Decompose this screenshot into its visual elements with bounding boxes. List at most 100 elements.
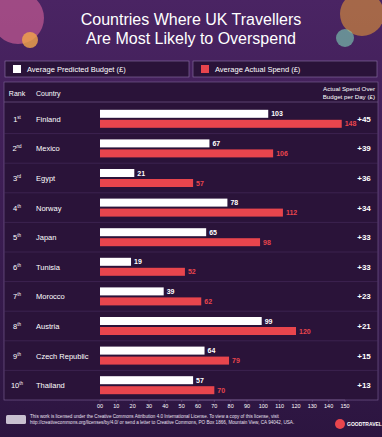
header-country: Country	[36, 90, 61, 98]
data-label: 57	[196, 180, 204, 187]
rank: 2nd	[12, 144, 22, 153]
rank-suffix: th	[19, 381, 23, 386]
data-label: 64	[208, 347, 216, 354]
overspend-label: +15	[357, 352, 371, 361]
row-separator	[4, 222, 378, 223]
bar	[100, 110, 268, 118]
bar	[100, 268, 185, 276]
row-separator	[4, 311, 378, 312]
bar	[100, 209, 283, 217]
overspend-label: +13	[357, 381, 371, 390]
category-label: Japan	[36, 233, 56, 242]
row-separator	[4, 192, 378, 193]
rank: 9th	[13, 352, 21, 361]
row-separator	[4, 340, 378, 341]
tick-mark	[149, 400, 150, 402]
overspend-label: +39	[357, 144, 371, 153]
header-overspend: Budget per Day (£)	[323, 93, 375, 100]
bar	[100, 347, 205, 355]
tick-label: 50	[179, 403, 185, 409]
data-label: 120	[299, 328, 311, 335]
bar	[100, 120, 342, 128]
bar	[100, 238, 260, 246]
data-label: 106	[276, 150, 288, 157]
header-line	[4, 102, 378, 103]
rank-suffix: th	[17, 204, 21, 209]
category-label: Morocco	[36, 292, 65, 301]
row-separator	[4, 370, 378, 371]
tick-mark	[312, 400, 313, 402]
tick-mark	[116, 400, 117, 402]
rank: 8th	[13, 322, 21, 331]
tick-mark	[181, 400, 182, 402]
row-separator	[4, 133, 378, 134]
category-label: Thailand	[36, 381, 65, 390]
data-label: 98	[263, 239, 271, 246]
data-label: 67	[212, 140, 220, 147]
legend-box	[193, 61, 377, 77]
legend-entry: Average Actual Spend (£)	[193, 61, 377, 77]
bars	[100, 110, 342, 394]
tick-mark	[345, 400, 346, 402]
tick-label: 10	[113, 403, 119, 409]
data-label: 57	[196, 377, 204, 384]
bar	[100, 327, 296, 335]
category-label: Finland	[36, 115, 61, 124]
chart: Average Predicted Budget (£) Average Actu…	[0, 0, 382, 437]
data-label: 103	[271, 110, 283, 117]
rank-suffix: th	[17, 263, 21, 268]
data-label: 99	[265, 318, 273, 325]
tick-label: 70	[211, 403, 217, 409]
decoration	[336, 29, 354, 47]
rank: 10th	[11, 381, 24, 390]
tick-label: 150	[340, 403, 349, 409]
tick-mark	[247, 400, 248, 402]
rank: 6th	[13, 263, 21, 272]
tick-label: 120	[291, 403, 300, 409]
category-label: Austria	[36, 322, 60, 331]
overspend-label: +23	[357, 292, 371, 301]
legend-label: Average Predicted Budget (£)	[27, 65, 126, 74]
rank: 1st	[13, 115, 21, 124]
rank-suffix: th	[17, 322, 21, 327]
overspend-label: +34	[357, 204, 371, 213]
header-overspend: Actual Spend Over	[323, 85, 375, 92]
rank-suffix: th	[17, 233, 21, 238]
legend-label: Average Actual Spend (£)	[215, 65, 301, 74]
logo-icon	[335, 419, 345, 429]
category-label: Egypt	[36, 174, 56, 183]
data-label: 79	[232, 357, 240, 364]
overspend-label: +33	[357, 263, 371, 272]
bar	[100, 317, 262, 325]
tick-label: 40	[162, 403, 168, 409]
tick-label: 20	[130, 403, 136, 409]
tick-label: 90	[244, 403, 250, 409]
legend-swatch	[13, 65, 21, 73]
row-separator	[4, 163, 378, 164]
data-label: 65	[209, 229, 217, 236]
data-label: 19	[134, 258, 142, 265]
data-label: 39	[167, 288, 175, 295]
bar	[100, 199, 227, 207]
rank-number: 10	[11, 381, 19, 390]
tick-label: 130	[308, 403, 317, 409]
legend-box	[5, 61, 189, 77]
data-label: 52	[188, 268, 196, 275]
tick-mark	[198, 400, 199, 402]
overspend-label: +21	[357, 322, 371, 331]
rank-suffix: st	[17, 115, 21, 120]
tick-label: 00	[97, 403, 103, 409]
tick-mark	[263, 400, 264, 402]
tick-label: 30	[146, 403, 152, 409]
bar	[100, 139, 209, 147]
legend-entry: Average Predicted Budget (£)	[5, 61, 189, 77]
overspend-label: +33	[357, 233, 371, 242]
row-separator	[4, 252, 378, 253]
data-label: 112	[286, 209, 297, 216]
category-label: Mexico	[36, 144, 60, 153]
title: Countries Where UK Travellers Are Most L…	[76, 10, 306, 48]
row-separator	[4, 281, 378, 282]
bar	[100, 297, 201, 305]
table-frame	[4, 82, 378, 400]
bar	[100, 228, 206, 236]
